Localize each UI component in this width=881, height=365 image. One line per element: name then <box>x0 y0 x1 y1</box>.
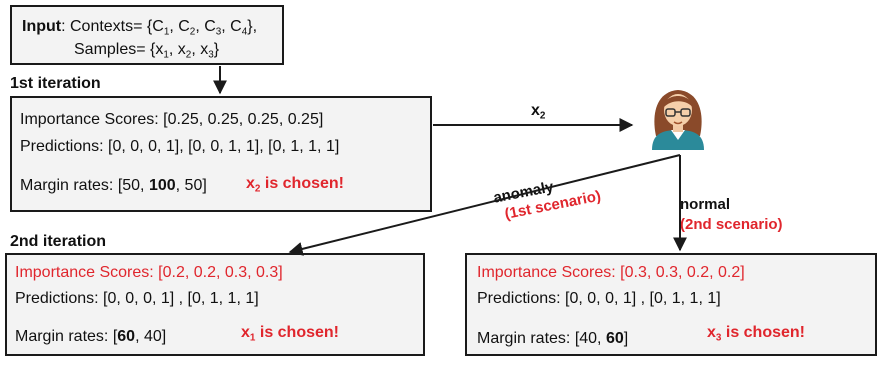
sample-index: 3 <box>208 49 214 61</box>
normal-scenario: (2nd scenario) <box>680 216 783 234</box>
margin-prefix: Margin rates: [ <box>15 328 118 345</box>
sample-symbol: , x <box>191 41 209 58</box>
iteration2-right-predictions: Predictions: [0, 0, 0, 1] , [0, 1, 1, 1] <box>477 290 721 307</box>
chosen-var: x <box>246 175 255 192</box>
iteration1-margin-line: Margin rates: [50, 100, 50] <box>20 178 207 194</box>
iteration1-box: Importance Scores: [0.25, 0.25, 0.25, 0.… <box>10 96 432 212</box>
input-contexts-line: Input: Contexts= {C1, C2, C3, C4}, <box>22 19 257 37</box>
margin-suffix: , 50] <box>175 177 207 194</box>
normal-branch-label: normal (2nd scenario) <box>680 195 783 236</box>
context-symbol: , C <box>195 18 216 35</box>
iteration2-right-box: Importance Scores: [0.3, 0.3, 0.2, 0.2] … <box>465 253 877 356</box>
iteration2-left-box: Importance Scores: [0.2, 0.2, 0.3, 0.3] … <box>5 253 425 356</box>
iteration2-right-chosen: x3 is chosen! <box>707 325 805 343</box>
context-symbol: , C <box>221 18 242 35</box>
sample-symbol: x <box>155 41 164 58</box>
chosen-sub: 1 <box>249 332 256 344</box>
iteration2-left-margin-line: Margin rates: [60, 40] <box>15 329 166 345</box>
input-samples-line: Samples= {x1, x2, x3} <box>74 42 219 60</box>
iteration2-heading: 2nd iteration <box>10 233 107 250</box>
context-symbol: , C <box>169 18 190 35</box>
iteration1-importance: Importance Scores: [0.25, 0.25, 0.25, 0.… <box>20 111 324 128</box>
chosen-sub: 3 <box>715 332 722 344</box>
context-symbol: C <box>152 18 164 35</box>
context-index: 1 <box>163 26 170 38</box>
iteration2-left-predictions: Predictions: [0, 0, 0, 1] , [0, 1, 1, 1] <box>15 290 259 307</box>
sample-index: 2 <box>185 49 192 61</box>
margin-highlight: 60 <box>117 328 136 345</box>
input-box: Input: Contexts= {C1, C2, C3, C4}, Sampl… <box>10 5 284 65</box>
chosen-var: x <box>707 324 716 341</box>
anomaly-arrow <box>288 154 681 256</box>
chosen-sub: 2 <box>254 183 261 195</box>
query-arrow-label: x2 <box>531 103 545 121</box>
iteration2-left-chosen: x1 is chosen! <box>241 325 339 343</box>
context-index: 4 <box>241 26 248 38</box>
iteration1-predictions: Predictions: [0, 0, 0, 1], [0, 0, 1, 1],… <box>20 138 340 155</box>
analyst-avatar-icon <box>652 90 704 150</box>
input-label: Input <box>22 18 62 35</box>
chosen-var: x <box>241 324 250 341</box>
sample-close: } <box>213 41 220 58</box>
chosen-text: is chosen! <box>260 175 344 192</box>
margin-prefix: Margin rates: [50, <box>20 177 149 194</box>
iteration2-left-importance: Importance Scores: [0.2, 0.2, 0.3, 0.3] <box>15 264 283 281</box>
arrow-sub: 2 <box>539 110 546 122</box>
iteration1-chosen: x2 is chosen! <box>246 176 344 194</box>
arrow-var: x <box>531 102 540 119</box>
iteration2-right-margin-line: Margin rates: [40, 60] <box>477 331 628 347</box>
iteration1-heading: 1st iteration <box>10 75 101 92</box>
normal-label: normal <box>680 196 731 213</box>
margin-suffix: , 40] <box>135 328 167 345</box>
context-index: 2 <box>189 26 196 38</box>
sample-symbol: , x <box>168 41 186 58</box>
samples-prefix: Samples= { <box>74 41 156 58</box>
margin-highlight: 100 <box>148 177 176 194</box>
iteration2-right-importance: Importance Scores: [0.3, 0.3, 0.2, 0.2] <box>477 264 745 281</box>
chosen-text: is chosen! <box>255 324 339 341</box>
contexts-prefix: : Contexts= { <box>61 18 153 35</box>
context-index: 3 <box>215 26 222 38</box>
margin-prefix: Margin rates: [40, <box>477 330 606 347</box>
margin-highlight: 60 <box>605 330 624 347</box>
margin-suffix: ] <box>623 330 629 347</box>
chosen-text: is chosen! <box>721 324 805 341</box>
context-close: }, <box>247 18 258 35</box>
sample-index: 1 <box>163 49 169 61</box>
